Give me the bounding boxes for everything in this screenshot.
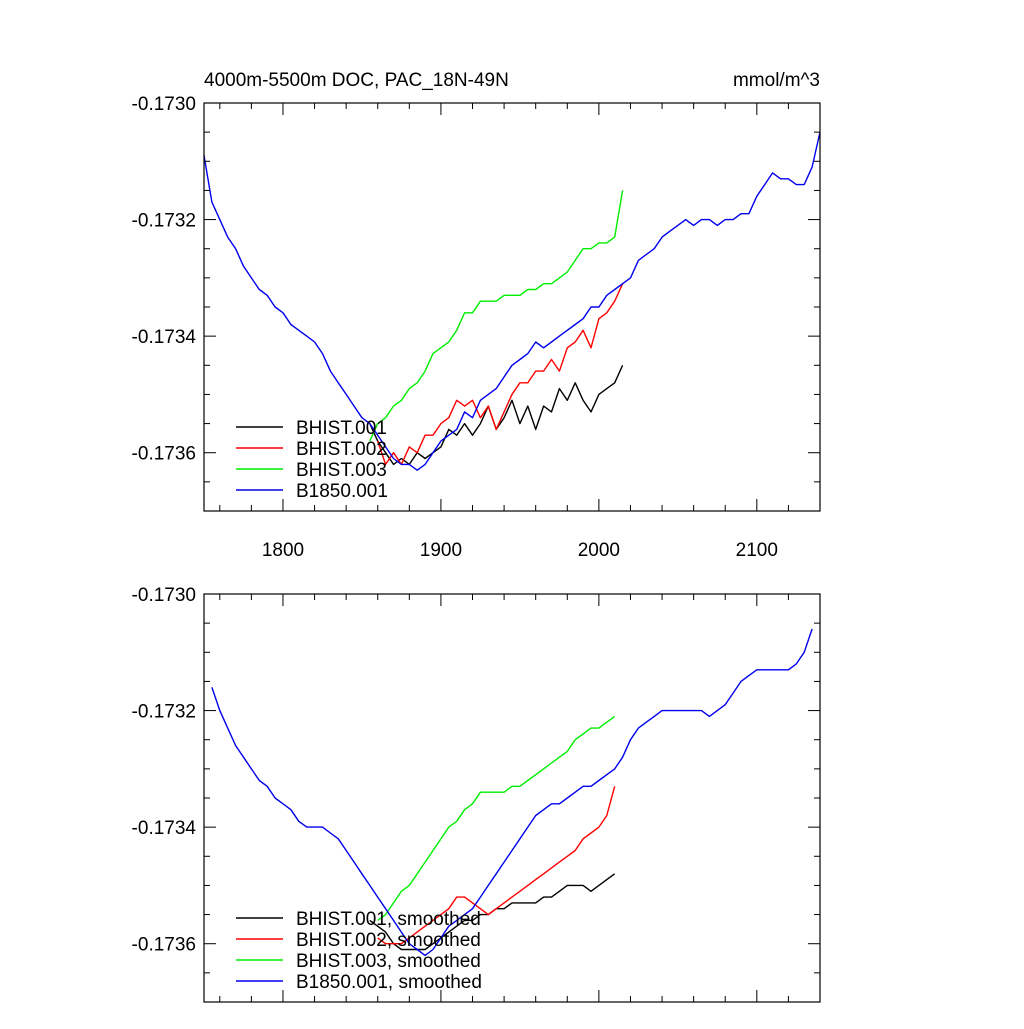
legend-label: BHIST.002	[296, 439, 387, 460]
series-line-b1850-001	[203, 131, 821, 471]
legend-label: BHIST.002, smoothed	[296, 930, 481, 951]
y-tick-label: -0.1736	[132, 444, 196, 465]
series-line-bhist-002-smoothed	[377, 786, 616, 945]
y-tick-label: -0.1730	[132, 94, 196, 115]
legend-label: BHIST.003	[296, 460, 387, 481]
panel-bottom: -0.1730 -0.1732 -0.1734 -0.1736 BHIST.001, …	[132, 585, 821, 1003]
x-tick-label: 2000	[578, 540, 620, 561]
x-tick-label: 1900	[420, 540, 462, 561]
x-tick-label: 1800	[262, 540, 304, 561]
series-line-bhist-003	[369, 190, 624, 442]
panel-top: 4000m-5500m DOC, PAC_18N-49N mmol/m^3 -0…	[132, 70, 821, 561]
x-tick-label: 2100	[736, 540, 778, 561]
series-line-bhist-003-smoothed	[377, 715, 616, 921]
y-tick-label: -0.1734	[132, 327, 197, 348]
legend-label: BHIST.003, smoothed	[296, 951, 481, 972]
series-line-b1850-001-smoothed	[211, 628, 813, 957]
y-tick-label: -0.1732	[132, 702, 196, 723]
legend-label: BHIST.001, smoothed	[296, 909, 481, 930]
y-tick-label: -0.1736	[132, 935, 196, 956]
legend-label: B1850.001	[296, 481, 388, 502]
chart-title: 4000m-5500m DOC, PAC_18N-49N	[204, 70, 509, 91]
legend-label: BHIST.001	[296, 418, 387, 439]
units-label: mmol/m^3	[733, 70, 820, 91]
y-tick-label: -0.1732	[132, 211, 196, 232]
y-tick-label: -0.1734	[132, 818, 197, 839]
legend-label: B1850.001, smoothed	[296, 972, 482, 993]
y-tick-label: -0.1730	[132, 585, 196, 606]
series-line-bhist-002	[377, 283, 624, 466]
